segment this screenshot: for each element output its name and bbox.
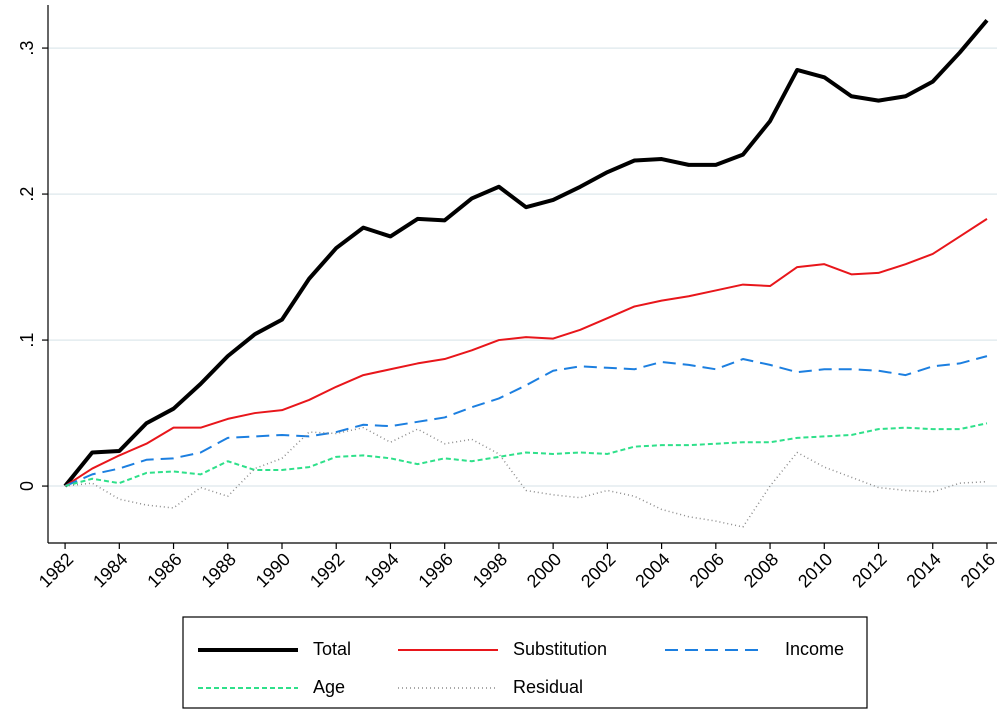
x-tick-label: 2002	[577, 549, 619, 591]
legend-label: Income	[785, 639, 844, 659]
series-line	[64, 422, 988, 488]
x-tick-label: 1994	[360, 549, 402, 591]
x-tick-label: 1986	[143, 549, 185, 591]
x-tick-label: 2010	[794, 549, 836, 591]
x-tick-label: 2004	[631, 549, 673, 591]
legend-label: Age	[313, 677, 345, 697]
series-line	[64, 355, 988, 487]
x-tick-label: 2008	[740, 549, 782, 591]
y-tick-label: .2	[17, 187, 37, 202]
x-tick-label: 2006	[686, 549, 728, 591]
series-line	[63, 19, 989, 488]
y-tick-label: .1	[17, 333, 37, 348]
x-tick-label: 2000	[523, 549, 565, 591]
x-tick-label: 1998	[469, 549, 511, 591]
x-tick-label: 1990	[252, 549, 294, 591]
legend-label: Total	[313, 639, 351, 659]
series-line	[64, 426, 988, 528]
series-line	[64, 218, 988, 487]
x-tick-label: 1982	[35, 549, 77, 591]
x-tick-label: 2012	[848, 549, 890, 591]
x-tick-label: 2014	[902, 549, 944, 591]
x-tick-label: 2016	[957, 549, 997, 591]
x-tick-label: 1996	[414, 549, 456, 591]
x-tick-label: 1988	[197, 549, 239, 591]
x-tick-label: 1984	[89, 549, 131, 591]
legend-label: Residual	[513, 677, 583, 697]
y-tick-label: .3	[17, 41, 37, 56]
legend-box	[182, 616, 868, 709]
y-tick-label: 0	[17, 481, 37, 491]
legend-label: Substitution	[513, 639, 607, 659]
x-tick-label: 1992	[306, 549, 348, 591]
